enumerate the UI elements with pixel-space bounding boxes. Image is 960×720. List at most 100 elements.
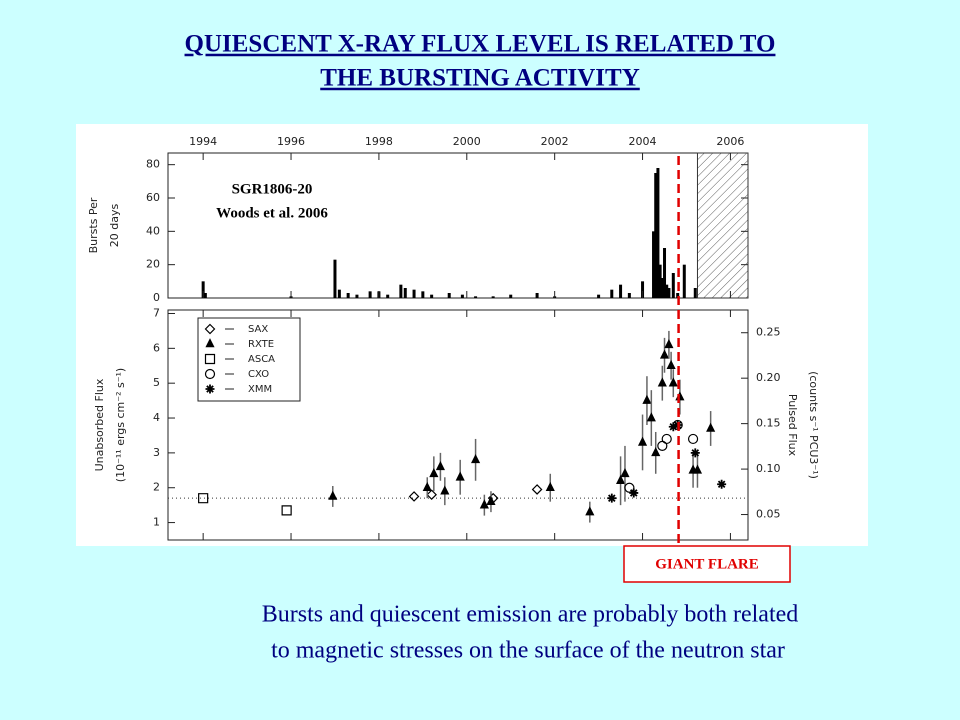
y-tick-label: 7 <box>153 306 160 319</box>
marker <box>429 467 439 478</box>
legend-label: RXTE <box>248 339 274 350</box>
bar <box>474 296 478 298</box>
marker <box>435 460 445 471</box>
bar <box>658 264 662 298</box>
marker <box>607 493 617 503</box>
y-axis-label: 20 days <box>108 204 121 248</box>
marker <box>486 495 496 505</box>
y2-tick-label: 0.20 <box>756 371 781 384</box>
bar <box>337 289 341 298</box>
marker <box>616 474 626 485</box>
bar <box>509 294 513 298</box>
marker <box>422 481 432 492</box>
y-tick-label: 4 <box>153 411 160 424</box>
marker <box>668 422 678 432</box>
bar <box>693 288 697 298</box>
bar <box>682 264 686 298</box>
y-tick-label: 60 <box>146 191 160 204</box>
x-tick-label: 2004 <box>629 135 657 148</box>
bar <box>676 293 680 298</box>
y2-tick-label: 0.10 <box>756 462 781 475</box>
marker <box>651 447 661 457</box>
y-tick-label: 5 <box>153 376 160 389</box>
y-axis-label: (10⁻¹¹ ergs cm⁻² s⁻¹) <box>114 368 127 482</box>
bar <box>654 173 658 298</box>
bar <box>535 293 539 298</box>
marker <box>706 422 716 432</box>
marker <box>455 471 465 481</box>
bar <box>656 168 660 298</box>
marker <box>408 491 420 502</box>
x-tick-label: 1994 <box>189 135 217 148</box>
bar <box>671 273 675 298</box>
bar <box>491 296 495 298</box>
legend-label: ASCA <box>248 354 275 365</box>
legend-label: CXO <box>248 369 269 380</box>
bar <box>403 288 407 298</box>
y-tick-label: 0 <box>153 291 160 304</box>
bar <box>641 281 645 298</box>
bar <box>597 294 601 298</box>
bar <box>627 293 631 298</box>
bar <box>333 259 337 298</box>
marker <box>642 394 652 404</box>
x-tick-label: 1996 <box>277 135 305 148</box>
bar <box>203 293 207 298</box>
plot-frame <box>167 309 749 541</box>
y-tick-label: 3 <box>153 446 160 459</box>
marker <box>471 454 481 464</box>
excluded-region <box>696 152 749 299</box>
legend-marker <box>205 338 215 348</box>
marker <box>479 499 489 509</box>
bar <box>421 291 425 298</box>
y2-axis-label: Pulsed Flux <box>786 394 799 457</box>
marker <box>281 505 292 516</box>
bar <box>652 231 656 298</box>
marker <box>687 433 699 445</box>
flare-box <box>623 545 791 583</box>
y-axis-label: Unabsorbed Flux <box>93 378 106 471</box>
marker <box>666 359 676 370</box>
y2-tick-label: 0.15 <box>756 417 781 430</box>
marker <box>661 433 672 445</box>
marker <box>657 377 667 387</box>
legend-marker <box>204 368 216 380</box>
bar <box>619 284 623 298</box>
marker <box>692 464 703 474</box>
bar <box>399 284 403 298</box>
legend-marker <box>205 384 215 394</box>
marker <box>717 479 727 489</box>
legend-label: SAX <box>248 324 268 335</box>
slide-title: QUIESCENT X-RAY FLUX LEVEL IS RELATED TO <box>185 31 776 58</box>
y-tick-label: 6 <box>153 341 160 354</box>
x-tick-label: 2002 <box>541 135 569 148</box>
marker <box>657 440 668 451</box>
bar <box>386 294 390 298</box>
caption: Bursts and quiescent emission are probab… <box>262 602 799 628</box>
marker <box>659 349 670 359</box>
bar <box>346 293 350 298</box>
y-tick-label: 80 <box>146 158 160 171</box>
bar <box>665 284 669 298</box>
caption: to magnetic stresses on the surface of t… <box>271 638 785 664</box>
marker <box>585 506 595 516</box>
flare-label: GIANT FLARE <box>655 556 759 572</box>
marker <box>637 436 648 446</box>
bar <box>368 291 372 298</box>
x-tick-label: 2000 <box>453 135 481 148</box>
bar <box>660 278 664 298</box>
marker <box>531 484 543 495</box>
marker <box>668 377 678 387</box>
annotation: SGR1806-20 <box>232 181 313 197</box>
figure-panel <box>76 124 868 546</box>
x-tick-label: 2006 <box>716 135 744 148</box>
slide-title: THE BURSTING ACTIVITY <box>320 65 640 92</box>
legend-marker <box>204 323 216 335</box>
marker <box>629 488 639 498</box>
y-tick-label: 40 <box>146 224 160 237</box>
marker <box>198 493 209 504</box>
legend-box <box>197 317 301 402</box>
marker <box>690 448 700 458</box>
y-tick-label: 2 <box>153 481 160 494</box>
